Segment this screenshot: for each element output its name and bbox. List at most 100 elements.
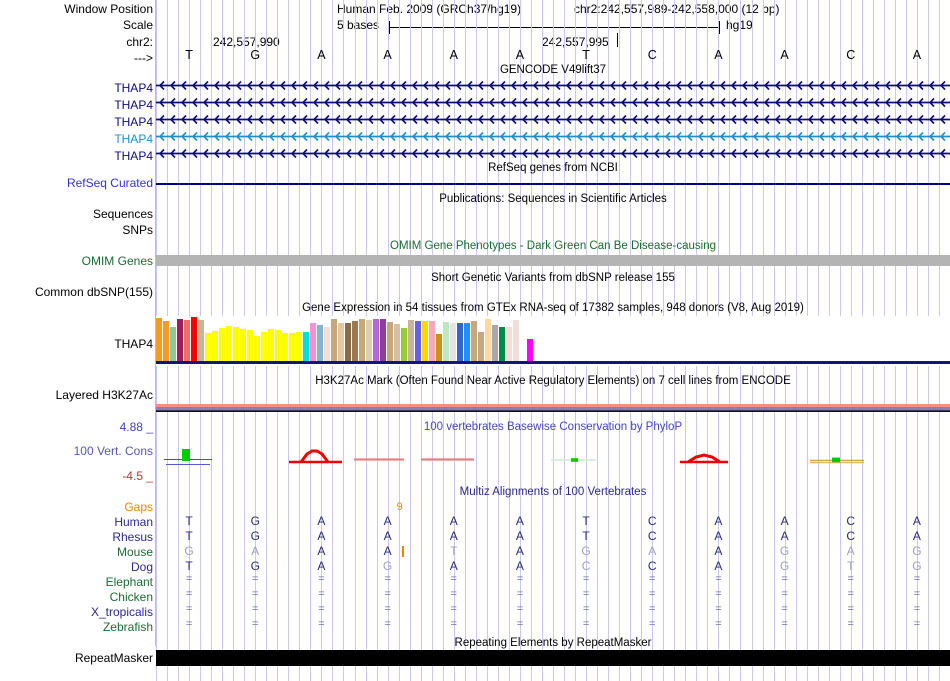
sidebar-item-species-rhesus[interactable]: Rhesus: [0, 531, 153, 543]
species-label: Elephant: [105, 575, 153, 589]
sidebar-item-species-xtropicalis[interactable]: X_tropicalis: [0, 606, 153, 618]
gencode-gene-line[interactable]: [156, 97, 950, 108]
h3k27ac-layered-signal[interactable]: [156, 404, 950, 413]
refseq-gene-line[interactable]: [156, 183, 950, 185]
sidebar-item-snps[interactable]: SNPs: [0, 224, 153, 236]
assembly-text: Human Feb. 2009 (GRCh37/hg19): [337, 3, 521, 15]
sidebar-item-species-dog[interactable]: Dog: [0, 561, 153, 573]
sidebar-item-species-human[interactable]: Human: [0, 516, 153, 528]
multiz-unaligned-mark: =: [913, 603, 921, 615]
gtex-tissue-bar: [429, 321, 435, 361]
omim-gene-band[interactable]: [156, 255, 950, 266]
multiz-base-cell: A: [714, 529, 723, 543]
sidebar-item-gaps[interactable]: Gaps: [0, 501, 153, 513]
sidebar-item-species-elephant[interactable]: Elephant: [0, 576, 153, 588]
dbsnp-track-title: Short Genetic Variants from dbSNP releas…: [156, 272, 950, 284]
gtex-tissue-bar: [359, 319, 365, 361]
sidebar-item-species-chicken[interactable]: Chicken: [0, 591, 153, 603]
multiz-base-cell: C: [647, 559, 657, 573]
multiz-unaligned-row[interactable]: = = = = = = = = = = = =: [156, 619, 950, 630]
multiz-unaligned-row[interactable]: = = = = = = = = = = = =: [156, 604, 950, 615]
sidebar-item-gencode-3[interactable]: THAP4: [0, 116, 153, 128]
multiz-base-cell: A: [251, 544, 260, 558]
sidebar-item-gtex[interactable]: THAP4: [0, 338, 153, 350]
sidebar-item-gencode-4[interactable]: THAP4: [0, 133, 153, 145]
multiz-unaligned-mark: =: [318, 618, 325, 630]
sidebar-item-gencode-2[interactable]: THAP4: [0, 99, 153, 111]
sidebar-item-gencode-1[interactable]: THAP4: [0, 82, 153, 94]
multiz-base-cell: A: [383, 514, 392, 528]
gtex-tissue-bar: [156, 318, 162, 361]
multiz-unaligned-mark: =: [913, 618, 921, 630]
gtex-tissue-bar: [471, 321, 477, 361]
sidebar-item-refseq-curated[interactable]: RefSeq Curated: [0, 177, 153, 189]
region-text: chr2:242,557,989-242,558,000 (12 bp): [574, 3, 780, 15]
multiz-base-cell: A: [317, 559, 326, 573]
multiz-base-cell: A: [317, 529, 326, 543]
gene-strand-arrows: [156, 80, 950, 91]
gencode-row-label: THAP4: [114, 115, 153, 129]
sidebar-item-h3k27ac[interactable]: Layered H3K27Ac: [0, 389, 153, 401]
sidebar-item-omim-genes[interactable]: OMIM Genes: [0, 255, 153, 267]
multiz-base-cell: A: [780, 514, 789, 528]
gtex-tissue-bar: [527, 339, 533, 361]
omim-label: OMIM Genes: [81, 254, 153, 268]
sidebar-item-repeatmasker[interactable]: RepeatMasker: [0, 652, 153, 664]
multiz-unaligned-mark: =: [384, 588, 391, 600]
sequence-base: G: [250, 48, 261, 62]
gencode-gene-line[interactable]: [156, 114, 950, 125]
multiz-base-cell: A: [714, 544, 723, 558]
phylop-neg-seg-1: [166, 464, 210, 465]
sidebar-item-100-vert-cons[interactable]: 100 Vert. Cons: [0, 445, 153, 457]
gtex-bar-chart[interactable]: [156, 316, 950, 366]
multiz-unaligned-mark: =: [516, 618, 524, 630]
species-label: X_tropicalis: [90, 605, 153, 619]
sidebar-item-gencode-5[interactable]: THAP4: [0, 150, 153, 162]
multiz-base-cell: A: [515, 529, 524, 543]
multiz-unaligned-row[interactable]: = = = = = = = = = = = =: [156, 574, 950, 585]
multiz-unaligned-mark: =: [318, 573, 325, 585]
gtex-tissue-bar: [268, 329, 274, 361]
dbsnp-title-text: Short Genetic Variants from dbSNP releas…: [431, 272, 675, 284]
phylop-title-text: 100 vertebrates Basewise Conservation by…: [423, 421, 683, 433]
gtex-tissue-bar: [401, 328, 407, 361]
sidebar-item-sequences[interactable]: Sequences: [0, 208, 153, 220]
multiz-title-text: Multiz Alignments of 100 Vertebrates: [459, 486, 647, 498]
sidebar-item-species-zebrafish[interactable]: Zebrafish: [0, 621, 153, 633]
gencode-gene-line[interactable]: [156, 80, 950, 91]
multiz-base-cell: C: [581, 559, 591, 573]
multiz-base-cell: G: [250, 514, 260, 528]
sidebar-item-species-mouse[interactable]: Mouse: [0, 546, 153, 558]
multiz-unaligned-mark: =: [781, 618, 788, 630]
sidebar-item-common-dbsnp[interactable]: Common dbSNP(155): [0, 286, 153, 298]
phylop-conservation-plot[interactable]: [156, 432, 950, 488]
multiz-unaligned-row[interactable]: = = = = = = = = = = = =: [156, 589, 950, 600]
gtex-tissue-bar: [450, 323, 456, 361]
gtex-tissue-bar: [352, 321, 358, 361]
multiz-unaligned-mark: =: [450, 588, 457, 600]
gtex-tissue-bar: [296, 332, 302, 361]
refseq-title-text: RefSeq genes from NCBI: [488, 162, 618, 174]
gtex-tissue-bar: [275, 330, 281, 361]
multiz-unaligned-mark: =: [384, 618, 391, 630]
multiz-base-cell: A: [912, 514, 921, 528]
region-value: chr2:242,557,989-242,558,000 (12 bp): [574, 2, 780, 16]
h3k27ac-band-2: [156, 406, 950, 410]
multiz-base-cell: A: [317, 514, 326, 528]
gtex-tissue-bar: [443, 322, 449, 361]
multiz-unaligned-mark: =: [847, 588, 854, 600]
multiz-unaligned-mark: =: [781, 603, 788, 615]
gencode-gene-line[interactable]: [156, 131, 950, 142]
multiz-unaligned-mark: =: [516, 588, 524, 600]
gencode-gene-line[interactable]: [156, 148, 950, 159]
gtex-tissue-bar: [170, 327, 176, 361]
repeatmasker-band[interactable]: [156, 650, 950, 666]
multiz-base-cell: A: [515, 559, 524, 573]
multiz-unaligned-mark: =: [913, 588, 921, 600]
multiz-unaligned-mark: =: [185, 588, 193, 600]
